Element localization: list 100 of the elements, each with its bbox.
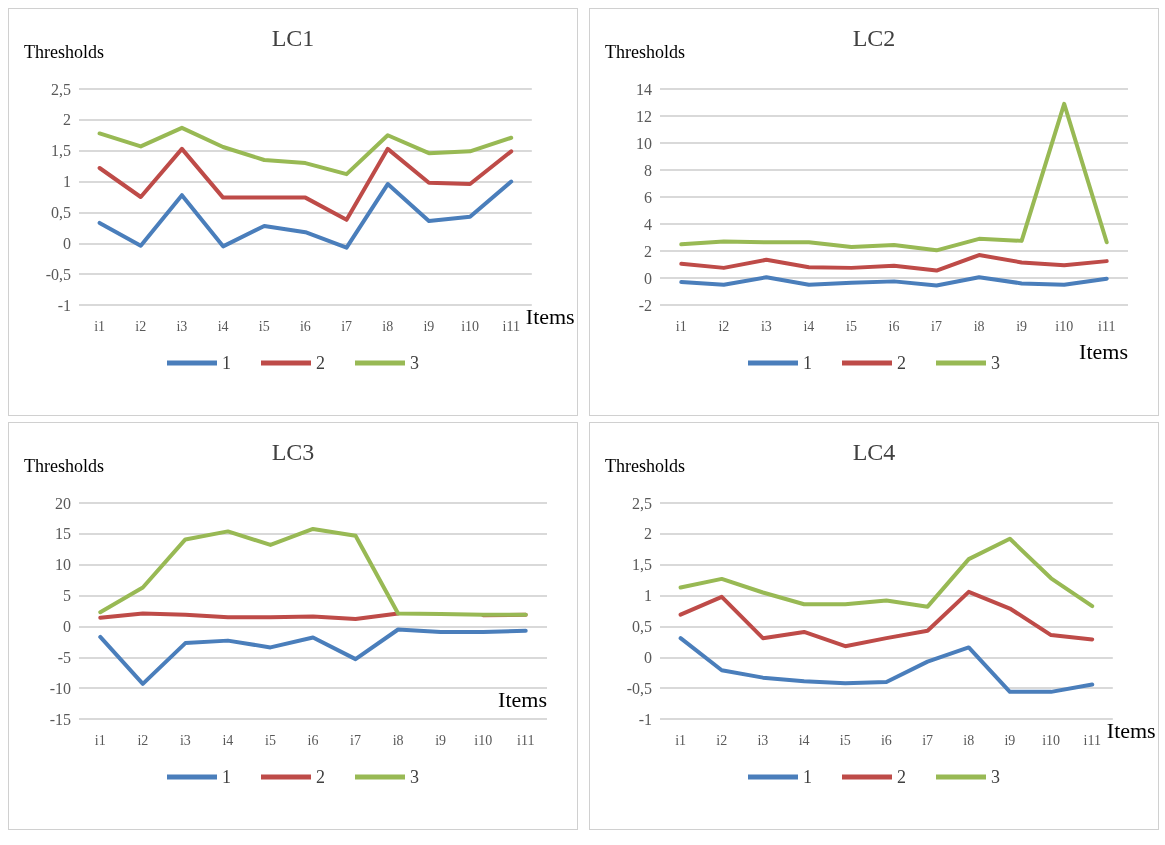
x-tick-label: i10 [1042, 732, 1061, 748]
y-tick-label: 8 [644, 161, 652, 179]
line-series [97, 179, 514, 250]
x-tick-label: i1 [675, 732, 687, 748]
x-tick-label: i8 [382, 318, 394, 334]
chart-title: LC2 [852, 25, 896, 51]
x-tick-label: i6 [307, 732, 319, 748]
y-tick-label: 6 [644, 188, 652, 206]
x-tick-label: i1 [94, 318, 106, 334]
legend-label: 2 [897, 353, 906, 373]
legend-label: 3 [410, 767, 419, 787]
x-tick-label: i3 [179, 732, 191, 748]
y-tick-label: 0,5 [632, 617, 652, 635]
y-tick-label: 5 [63, 587, 71, 605]
y-tick-label: 4 [644, 215, 652, 233]
x-tick-label: i9 [423, 318, 435, 334]
x-tick-label: i2 [716, 732, 728, 748]
line-series [679, 253, 1109, 273]
x-tick-label: i6 [299, 318, 311, 334]
y-tick-label: 10 [55, 556, 71, 574]
x-tick-label: i5 [839, 732, 851, 748]
legend-label: 3 [991, 353, 1000, 373]
legend-label: 1 [803, 767, 812, 787]
legend-label: 3 [991, 767, 1000, 787]
x-tick-label: i5 [258, 318, 270, 334]
y-tick-label: 12 [636, 107, 652, 125]
x-tick-label: i9 [435, 732, 447, 748]
y-axis-title: Thresholds [605, 456, 685, 476]
x-tick-label: i9 [1016, 318, 1028, 334]
y-tick-label: -15 [49, 710, 71, 728]
y-tick-label: 0 [63, 234, 71, 252]
legend-label: 1 [222, 767, 231, 787]
x-tick-label: i10 [474, 732, 493, 748]
line-series [679, 101, 1109, 253]
x-tick-label: i2 [137, 732, 149, 748]
legend-label: 1 [222, 353, 231, 373]
y-tick-label: 2,5 [632, 494, 652, 512]
legend-label: 2 [316, 767, 325, 787]
y-tick-label: 1,5 [632, 556, 652, 574]
x-axis-title: Items [498, 686, 547, 712]
y-tick-label: -1 [57, 296, 71, 314]
x-tick-label: i7 [341, 318, 353, 334]
x-tick-label: i10 [461, 318, 480, 334]
x-tick-label: i10 [1055, 318, 1074, 334]
x-tick-label: i9 [1004, 732, 1016, 748]
legend-label: 3 [410, 353, 419, 373]
chart-title: LC4 [852, 439, 896, 465]
y-tick-label: 0 [644, 269, 652, 287]
y-tick-label: 1,5 [51, 142, 71, 160]
line-series [678, 636, 1095, 694]
x-tick-label: i5 [846, 318, 857, 334]
line-series [679, 275, 1109, 288]
y-axis-title: Thresholds [24, 42, 104, 62]
legend-label: 2 [897, 767, 906, 787]
x-tick-label: i6 [888, 318, 900, 334]
x-tick-label: i7 [931, 318, 942, 334]
x-tick-label: i11 [1083, 732, 1101, 748]
x-tick-label: i11 [502, 318, 520, 334]
x-tick-label: i1 [675, 318, 687, 334]
x-tick-label: i2 [135, 318, 147, 334]
y-tick-label: -0,5 [626, 679, 652, 697]
y-tick-label: -2 [638, 296, 652, 314]
x-tick-label: i3 [176, 318, 188, 334]
line-series [97, 146, 514, 222]
line-series [97, 125, 514, 177]
x-tick-label: i5 [265, 732, 276, 748]
x-axis-title: Items [1079, 338, 1128, 364]
chart-title: LC1 [271, 25, 315, 51]
y-axis-title: Thresholds [605, 42, 685, 62]
x-tick-label: i3 [760, 318, 772, 334]
x-tick-label: i4 [803, 318, 815, 334]
x-tick-label: i3 [757, 732, 769, 748]
y-tick-label: 2 [644, 525, 652, 543]
y-tick-label: 14 [636, 80, 652, 98]
y-tick-label: -10 [49, 679, 71, 697]
y-tick-label: 15 [55, 525, 71, 543]
x-tick-label: i7 [350, 732, 361, 748]
line-series [678, 536, 1095, 609]
y-tick-label: 2 [644, 242, 652, 260]
y-tick-label: 20 [55, 494, 71, 512]
x-tick-label: i6 [880, 732, 892, 748]
x-tick-label: i1 [94, 732, 106, 748]
y-tick-label: 1 [644, 587, 652, 605]
line-series [678, 589, 1095, 649]
y-tick-label: 0 [644, 648, 652, 666]
line-series [98, 627, 528, 686]
y-tick-label: 0 [63, 617, 71, 635]
y-tick-label: 0,5 [51, 203, 71, 221]
y-tick-label: 10 [636, 134, 652, 152]
x-tick-label: i8 [973, 318, 985, 334]
x-tick-label: i8 [963, 732, 975, 748]
y-tick-label: -5 [57, 648, 71, 666]
line-series [98, 526, 528, 617]
x-tick-label: i11 [1098, 318, 1116, 334]
x-axis-title: Items [1106, 717, 1156, 743]
x-tick-label: i8 [392, 732, 404, 748]
y-tick-label: 2,5 [51, 80, 71, 98]
x-axis-title: Items [525, 303, 575, 329]
x-tick-label: i2 [718, 318, 730, 334]
chart-title: LC3 [271, 439, 315, 465]
